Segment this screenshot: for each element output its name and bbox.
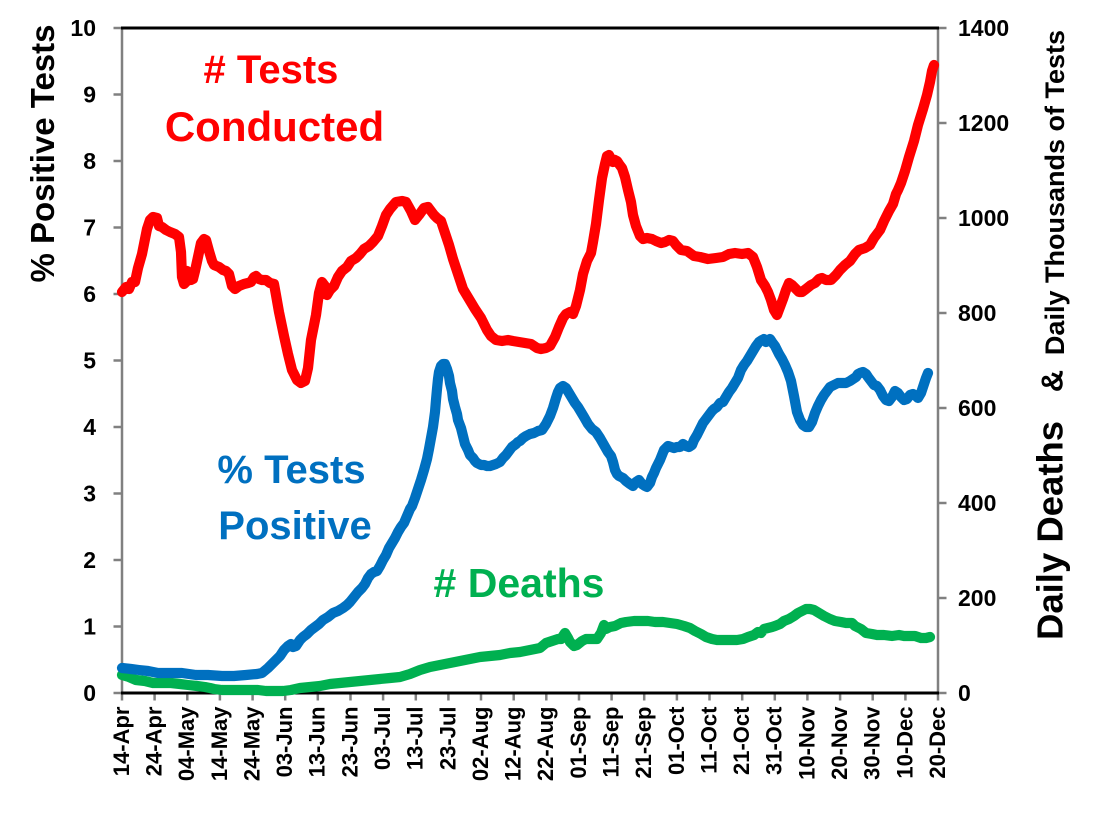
svg-text:11-Sep: 11-Sep [599, 707, 624, 778]
svg-text:23-Jun: 23-Jun [337, 707, 362, 778]
svg-text:0: 0 [83, 680, 96, 706]
svg-text:21-Sep: 21-Sep [631, 707, 656, 779]
svg-text:% Positive Tests: % Positive Tests [24, 25, 61, 283]
svg-text:% Tests: % Tests [217, 448, 365, 492]
svg-text:30-Nov: 30-Nov [860, 706, 885, 780]
svg-text:10: 10 [70, 15, 96, 41]
svg-text:24-May: 24-May [240, 706, 265, 781]
svg-text:03-Jun: 03-Jun [272, 707, 297, 778]
svg-text:0: 0 [958, 680, 971, 706]
svg-text:# Deaths: # Deaths [434, 560, 605, 606]
svg-text:01-Oct: 01-Oct [664, 706, 689, 775]
svg-text:5: 5 [83, 348, 96, 374]
svg-text:31-Oct: 31-Oct [762, 706, 787, 775]
svg-text:2: 2 [83, 547, 96, 573]
svg-text:600: 600 [958, 395, 996, 421]
svg-text:20-Nov: 20-Nov [827, 706, 852, 780]
svg-text:1: 1 [83, 614, 96, 640]
svg-text:20-Dec: 20-Dec [925, 707, 950, 779]
svg-text:3: 3 [83, 481, 96, 507]
svg-text:1200: 1200 [958, 110, 1009, 136]
svg-text:11-Oct: 11-Oct [696, 706, 721, 774]
svg-text:13-Jul: 13-Jul [403, 707, 428, 771]
svg-text:# Tests: # Tests [204, 48, 339, 92]
svg-text:1400: 1400 [958, 15, 1009, 41]
svg-text:Conducted: Conducted [165, 103, 384, 150]
svg-text:01-Sep: 01-Sep [566, 707, 591, 779]
svg-text:12-Aug: 12-Aug [501, 707, 526, 782]
svg-text:Positive: Positive [218, 504, 371, 548]
svg-text:14-Apr: 14-Apr [109, 706, 134, 776]
svg-text:10-Nov: 10-Nov [794, 706, 819, 780]
svg-text:1000: 1000 [958, 205, 1009, 231]
svg-text:22-Aug: 22-Aug [533, 707, 558, 782]
svg-text:7: 7 [83, 215, 96, 241]
svg-text:13-Jun: 13-Jun [305, 707, 330, 778]
svg-text:8: 8 [83, 148, 96, 174]
svg-text:Daily Deaths: Daily Deaths [1030, 421, 1071, 640]
svg-text:03-Jul: 03-Jul [370, 707, 395, 771]
svg-text:02-Aug: 02-Aug [468, 707, 493, 782]
svg-text:23-Jul: 23-Jul [435, 707, 460, 771]
svg-text:&: & [1035, 370, 1070, 392]
svg-text:24-Apr: 24-Apr [142, 706, 167, 776]
svg-text:800: 800 [958, 300, 996, 326]
svg-text:Daily Thousands of Tests: Daily Thousands of Tests [1040, 30, 1070, 355]
svg-text:4: 4 [83, 414, 96, 440]
svg-text:10-Dec: 10-Dec [892, 707, 917, 779]
svg-text:21-Oct: 21-Oct [729, 706, 754, 775]
svg-text:9: 9 [83, 82, 96, 108]
svg-text:400: 400 [958, 490, 996, 516]
svg-text:200: 200 [958, 585, 996, 611]
svg-text:6: 6 [83, 281, 96, 307]
svg-text:04-May: 04-May [174, 706, 199, 781]
svg-text:14-May: 14-May [207, 706, 232, 781]
